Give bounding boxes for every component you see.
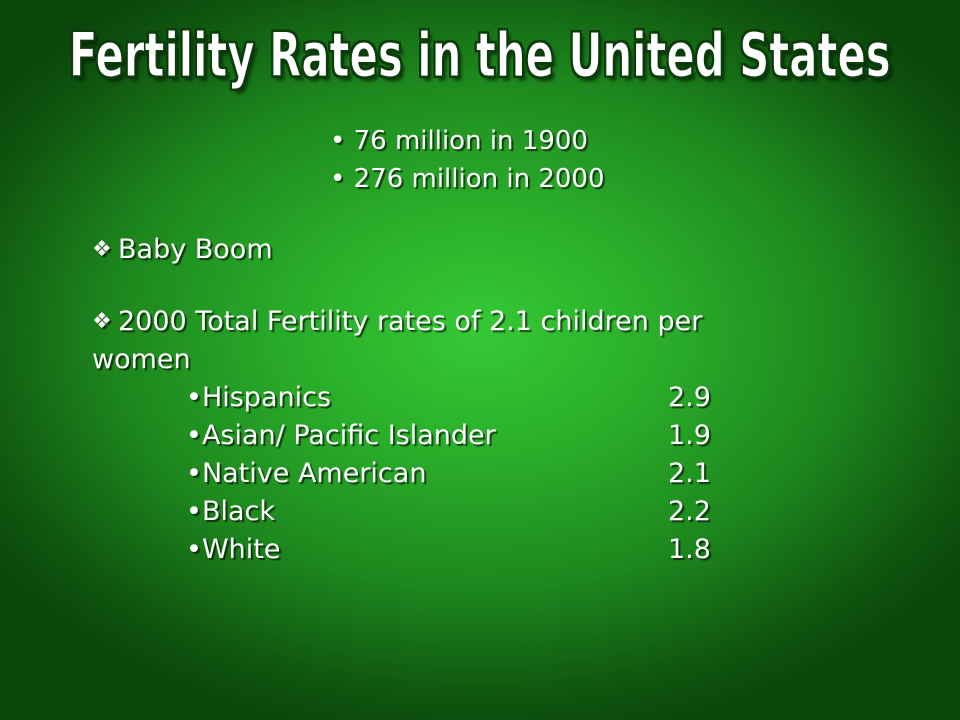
main-content: ❖ Baby Boom ❖ 2000 Total Fertility rates o… — [92, 231, 792, 569]
rate-row-black: •Black 2.2 — [92, 493, 792, 531]
section-continuation: women — [92, 344, 191, 375]
slide-title: Fertility Rates in the United States — [69, 19, 892, 91]
population-item: • 76 million in 1900 — [330, 122, 605, 160]
bullet-dot: • — [186, 496, 202, 527]
population-text: 76 million in 1900 — [353, 126, 588, 156]
rate-group: Native American — [201, 458, 427, 489]
rate-value: 1.9 — [668, 420, 711, 451]
bullet-dot: • — [186, 458, 202, 489]
rate-row-asian-pacific-islander: •Asian/ Pacific Islander 1.9 — [92, 417, 792, 455]
rate-row-hispanics: •Hispanics 2.9 — [92, 379, 792, 417]
rate-group: Asian/ Pacific Islander — [201, 420, 496, 451]
diamond-bullet-icon: ❖ — [92, 237, 112, 262]
rate-group: Black — [201, 496, 275, 527]
rate-value: 2.9 — [668, 382, 711, 413]
bullet-dot: • — [330, 164, 346, 194]
rate-label: •Black — [186, 493, 275, 531]
rate-label: •White — [186, 531, 280, 569]
rate-value: 2.2 — [668, 496, 711, 527]
rate-row-white: •White 1.8 — [92, 531, 792, 569]
section-text: Baby Boom — [118, 234, 273, 265]
bullet-dot: • — [186, 534, 202, 565]
rate-label: •Native American — [186, 455, 426, 493]
rate-value: 2.1 — [668, 458, 711, 489]
rate-group: Hispanics — [201, 382, 332, 413]
bullet-dot: • — [330, 126, 346, 156]
spacer — [92, 269, 792, 303]
section-text: 2000 Total Fertility rates of 2.1 childr… — [118, 306, 703, 337]
section-fertility-2000: ❖ 2000 Total Fertility rates of 2.1 child… — [92, 303, 792, 341]
population-list: • 76 million in 1900 • 276 million in 20… — [330, 122, 605, 198]
rate-group: White — [201, 534, 281, 565]
rate-row-native-american: •Native American 2.1 — [92, 455, 792, 493]
rate-label: •Asian/ Pacific Islander — [186, 417, 496, 455]
rate-label: •Hispanics — [186, 379, 331, 417]
bullet-dot: • — [186, 382, 202, 413]
diamond-bullet-icon: ❖ — [92, 309, 112, 334]
section-baby-boom: ❖ Baby Boom — [92, 231, 792, 269]
bullet-dot: • — [186, 420, 202, 451]
population-item: • 276 million in 2000 — [330, 160, 605, 198]
population-text: 276 million in 2000 — [353, 164, 605, 194]
rate-value: 1.8 — [668, 534, 711, 565]
title-container: Fertility Rates in the United States — [0, 19, 960, 91]
